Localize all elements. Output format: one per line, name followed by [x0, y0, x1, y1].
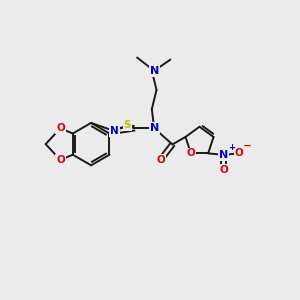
Text: S: S — [123, 120, 131, 130]
Text: O: O — [156, 155, 165, 165]
Text: O: O — [56, 155, 65, 165]
Text: N: N — [219, 150, 228, 160]
Text: O: O — [219, 165, 228, 175]
Text: O: O — [187, 148, 195, 158]
Text: N: N — [110, 126, 119, 136]
Text: +: + — [229, 143, 236, 152]
Text: N: N — [149, 123, 159, 133]
Text: O: O — [234, 148, 243, 158]
Text: O: O — [56, 123, 65, 133]
Text: −: − — [243, 140, 252, 150]
Text: N: N — [149, 66, 159, 76]
